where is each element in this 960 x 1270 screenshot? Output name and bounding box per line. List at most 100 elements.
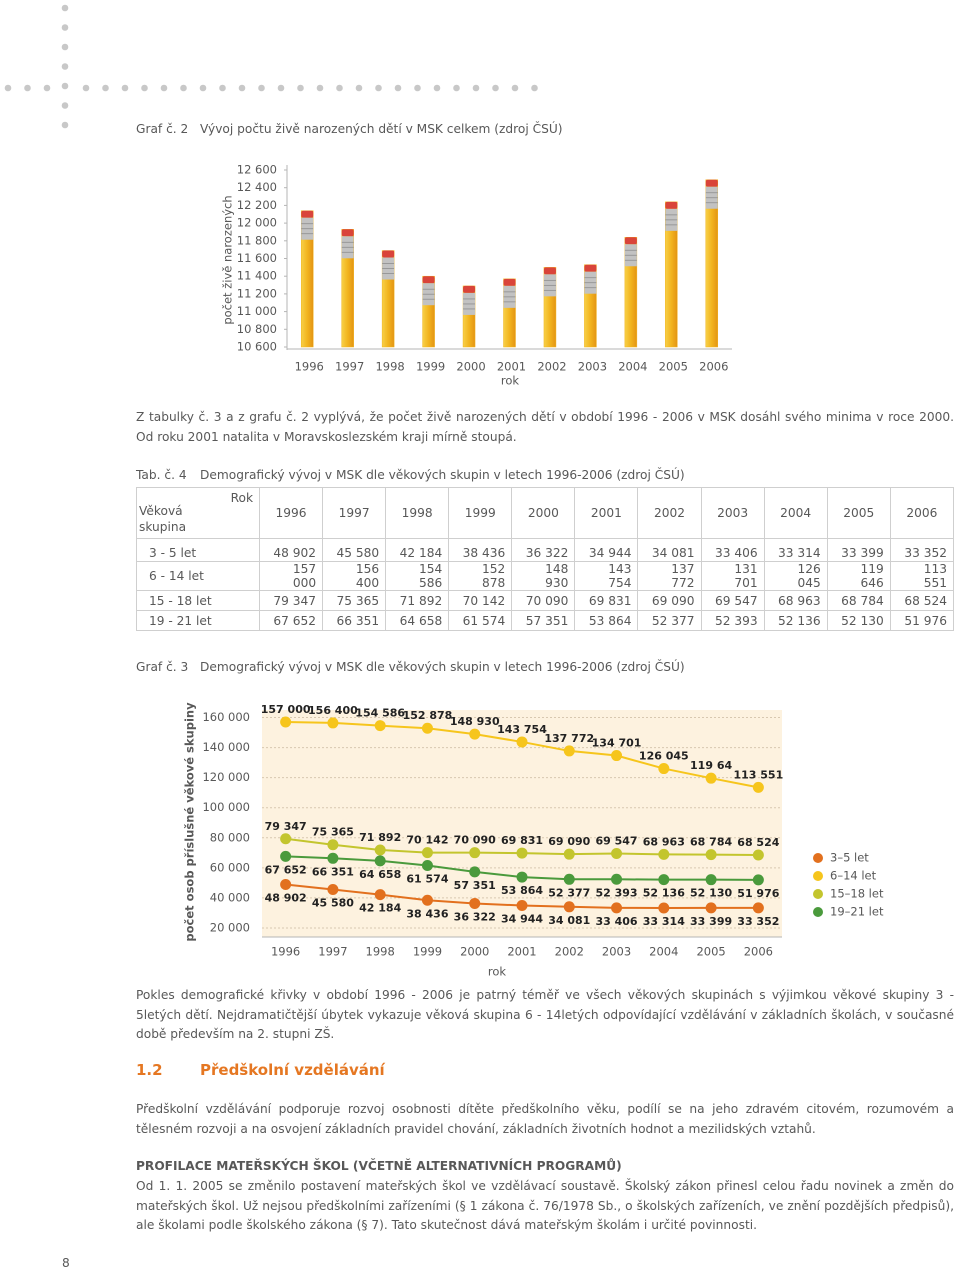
pencil-eraser: [382, 250, 395, 258]
table-cell: 154 586: [385, 561, 450, 591]
data-label: 45 580: [312, 897, 354, 910]
x-tick-label: 1998: [375, 360, 404, 374]
data-point: [563, 745, 575, 757]
y-tick-label: 11 400: [237, 269, 277, 283]
x-tick-label: 1996: [271, 945, 300, 959]
x-tick-label: 2002: [537, 360, 566, 374]
data-label: 154 586: [355, 707, 405, 720]
x-tick-label: 1999: [413, 945, 442, 959]
table: Rok Věková skupina 1996 1997 1998 1999 2000 200…: [136, 487, 955, 631]
dot: [453, 84, 460, 92]
data-point: [752, 874, 764, 886]
x-tick-label: 2002: [555, 945, 584, 959]
data-point: [658, 763, 670, 775]
table-row: 19 - 21 let 67 652 66 351 64 658 61 574 57 35…: [136, 610, 955, 631]
data-point: [374, 855, 386, 867]
dot: [258, 84, 265, 92]
data-label: 152 878: [403, 709, 453, 722]
data-label: 134 701: [592, 737, 642, 750]
dot: [219, 84, 226, 92]
section-title: Předškolní vzdělávání: [200, 1061, 385, 1079]
data-label: 33 406: [595, 915, 637, 928]
x-tick-label: 2006: [744, 945, 773, 959]
data-point: [658, 874, 670, 886]
data-point: [611, 902, 623, 914]
dot: [61, 43, 69, 51]
x-tick-label: 2005: [659, 360, 688, 374]
pencil-eraser: [705, 179, 718, 187]
data-label: 70 142: [406, 834, 448, 847]
table-cell: 34 081: [637, 538, 702, 562]
data-label: 148 930: [450, 715, 500, 728]
data-label: 34 944: [501, 913, 543, 926]
data-label: 53 864: [501, 884, 543, 897]
dot: [336, 84, 343, 92]
y-axis-label: počet živě narozených: [221, 195, 235, 324]
data-point: [421, 722, 433, 734]
caption-title: Demografický vývoj v MSK dle věkových sk…: [200, 660, 685, 674]
corner-bottom: Věková skupina: [139, 504, 187, 534]
table-cell: 45 580: [322, 538, 387, 562]
table-cell: 143 754: [574, 561, 639, 591]
table-cell: 131 701: [700, 561, 765, 591]
column-header: 2006: [889, 487, 955, 539]
data-label: 119 64: [690, 759, 732, 772]
data-label: 66 351: [312, 865, 354, 878]
data-point: [280, 850, 292, 862]
data-label: 51 976: [737, 887, 779, 900]
data-point: [752, 781, 764, 793]
x-tick-label: 2000: [460, 945, 489, 959]
table-cell: 69 831: [574, 590, 639, 611]
dot: [160, 84, 168, 92]
column-header: 2001: [574, 487, 639, 539]
dot-ornament: [4, 4, 538, 129]
pencil-eraser: [341, 229, 354, 237]
y-tick-label: 160 000: [202, 710, 250, 724]
data-point: [327, 884, 339, 896]
dot: [472, 84, 480, 92]
legend-label: 3–5 let: [830, 851, 869, 865]
column-header: 2003: [700, 487, 765, 539]
dot: [24, 84, 31, 92]
data-label: 137 772: [544, 732, 594, 745]
data-point: [421, 859, 433, 871]
x-tick-label: 2004: [618, 360, 647, 374]
table-cell: 68 524: [889, 590, 955, 611]
table-cell: 34 944: [574, 538, 639, 562]
dot: [141, 84, 148, 92]
dot: [316, 84, 324, 92]
data-label: 126 045: [639, 750, 689, 763]
table-cell: 33 406: [700, 538, 765, 562]
y-tick-label: 10 600: [237, 340, 277, 354]
x-tick-label: 2001: [507, 945, 536, 959]
legend-label: 19–21 let: [830, 905, 884, 919]
table-cell: 66 351: [322, 610, 387, 631]
data-label: 38 436: [406, 907, 448, 920]
dot: [238, 84, 246, 92]
dot: [394, 84, 402, 92]
data-label: 57 351: [454, 879, 496, 892]
row-header: 3 - 5 let: [136, 538, 260, 562]
row-header: 6 - 14 let: [136, 561, 260, 591]
table-row: 6 - 14 let 157 000 156 400 154 586 152 878 14…: [136, 561, 955, 591]
y-tick-label: 10 800: [237, 322, 277, 336]
table-cell: 75 365: [322, 590, 387, 611]
data-label: 52 136: [643, 887, 685, 900]
table-cell: 157 000: [258, 561, 324, 591]
dot: [297, 84, 304, 92]
dot: [43, 84, 51, 92]
data-point: [374, 844, 386, 856]
table-cell: 33 352: [889, 538, 955, 562]
data-label: 36 322: [454, 910, 496, 923]
data-point: [421, 894, 433, 906]
data-point: [705, 772, 717, 784]
data-point: [611, 750, 623, 762]
x-tick-label: 2006: [699, 360, 728, 374]
data-label: 156 400: [308, 704, 358, 717]
dot: [199, 84, 207, 92]
x-tick-label: 2004: [649, 945, 678, 959]
table-cell: 52 136: [763, 610, 828, 631]
paragraph: Z tabulky č. 3 a z grafu č. 2 vyplývá, ž…: [136, 410, 954, 444]
